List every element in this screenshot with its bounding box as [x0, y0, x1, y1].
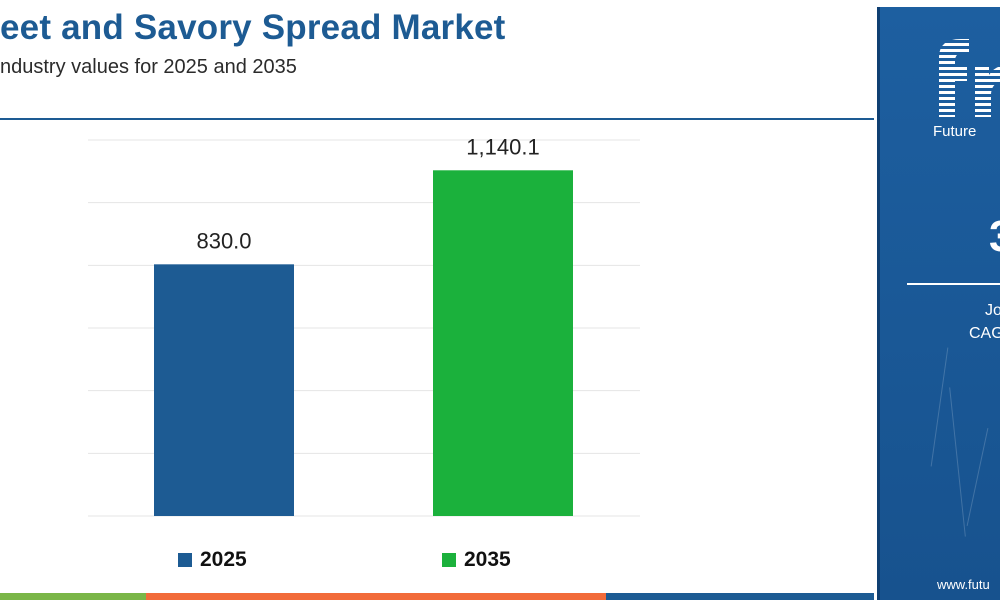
bar-2035	[433, 170, 573, 516]
data-label-2035: 1,140.1	[466, 134, 539, 159]
data-label-2025: 830.0	[196, 228, 251, 253]
legend-label-2025: 2025	[200, 548, 247, 571]
company-logo-text: Future	[933, 123, 977, 140]
legend-swatch-2025	[178, 553, 192, 567]
header-divider	[0, 118, 874, 120]
panel-headline-number: 3	[989, 212, 1000, 262]
panel-text-line2: CAG	[969, 325, 1000, 342]
chart-subtitle: ndustry values for 2025 and 2035	[0, 56, 297, 78]
value-labels: 830.0 1,140.1	[196, 134, 539, 253]
legend-swatch-2035	[442, 553, 456, 567]
bar-2025	[154, 264, 294, 516]
bars	[154, 170, 573, 516]
website-url: www.futu	[937, 577, 990, 592]
chart-title: eet and Savory Spread Market	[0, 8, 506, 47]
panel-text-line1: Jo	[985, 302, 1000, 319]
legend-item-2035: 2035	[442, 548, 511, 572]
legend-label-2035: 2035	[464, 548, 511, 571]
legend-item-2025: 2025	[178, 548, 247, 572]
panel-divider	[907, 283, 1000, 285]
bar-chart: 830.0 1,140.1	[88, 134, 640, 517]
side-panel: Future 3 Jo CAG www.futu	[877, 7, 1000, 600]
bottom-color-strip	[0, 593, 874, 600]
company-logo-icon	[939, 39, 1000, 117]
